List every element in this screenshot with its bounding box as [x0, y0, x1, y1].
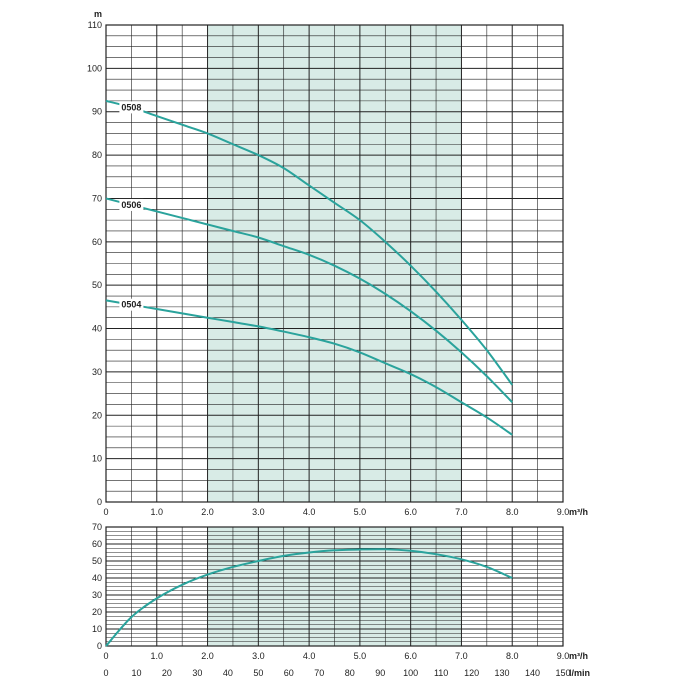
x-tick-label: 5.0	[354, 507, 367, 517]
x2-tick-label: 150	[555, 668, 570, 678]
x2-tick-label: 80	[345, 668, 355, 678]
y-tick-label: 70	[92, 193, 102, 203]
x2-tick-label: 10	[131, 668, 141, 678]
x-tick-label: 3.0	[252, 651, 265, 661]
series-label-bg	[119, 101, 144, 114]
x-axis-unit: m³/h	[569, 651, 588, 661]
x-tick-label: 2.0	[201, 651, 214, 661]
x2-tick-label: 30	[192, 668, 202, 678]
series-label-0506: 0506	[121, 200, 141, 210]
y-tick-label: 90	[92, 107, 102, 117]
x-tick-label: 0	[103, 507, 108, 517]
plot-frame	[105, 526, 564, 647]
x2-tick-label: 90	[375, 668, 385, 678]
x2-axis-unit: l/min	[569, 668, 590, 678]
x-axis-unit: m³/h	[569, 507, 588, 517]
y-axis-unit: m	[94, 9, 102, 19]
x-tick-label: 8.0	[506, 651, 519, 661]
y-tick-label: 10	[92, 454, 102, 464]
y-tick-label: 20	[92, 607, 102, 617]
x-tick-label: 4.0	[303, 651, 316, 661]
x2-tick-label: 0	[103, 668, 108, 678]
x-tick-label: 5.0	[354, 651, 367, 661]
x-tick-label: 0	[103, 651, 108, 661]
x-tick-label: 9.0	[557, 507, 570, 517]
x2-tick-label: 20	[162, 668, 172, 678]
x-tick-label: 6.0	[404, 507, 417, 517]
y-tick-label: 100	[87, 63, 102, 73]
x-tick-label: 9.0	[557, 651, 570, 661]
y-tick-label: 30	[92, 367, 102, 377]
y-tick-label: 60	[92, 237, 102, 247]
x-tick-label: 2.0	[201, 507, 214, 517]
series-line-0508	[105, 99, 514, 386]
series-label-bg	[119, 298, 144, 311]
x2-tick-label: 140	[525, 668, 540, 678]
x-tick-label: 7.0	[455, 507, 468, 517]
x2-tick-label: 130	[495, 668, 510, 678]
series-label-bg	[119, 198, 144, 211]
y-tick-label: 40	[92, 324, 102, 334]
y-tick-label: 10	[92, 624, 102, 634]
chart-panel-2: 0 10 20 30 40 50 60 70 0 1.0 2.0 3.0 4.0 5.0 6.0 7.0 8.0…	[92, 522, 590, 678]
x2-tick-label: 40	[223, 668, 233, 678]
y-tick-label: 60	[92, 539, 102, 549]
x-tick-label: 1.0	[151, 651, 164, 661]
y-tick-label: 20	[92, 410, 102, 420]
y-tick-label: 40	[92, 573, 102, 583]
y-tick-label: 30	[92, 590, 102, 600]
x-tick-label: 1.0	[151, 507, 164, 517]
y-tick-label: 70	[92, 522, 102, 532]
y-tick-label: 80	[92, 150, 102, 160]
chart-panel-1: 0 10 20 30 40 50 60 70 80 90 100 110 0 1.0 2.0 3.0 4.0 5.…	[87, 9, 588, 517]
x-tick-label: 8.0	[506, 507, 519, 517]
x-tick-label: 4.0	[303, 507, 316, 517]
x-tick-label: 7.0	[455, 651, 468, 661]
x2-tick-label: 50	[253, 668, 263, 678]
x-tick-label: 3.0	[252, 507, 265, 517]
x2-tick-label: 110	[434, 668, 448, 678]
plot-frame	[105, 24, 564, 503]
series-line-0506	[105, 197, 513, 403]
x2-tick-label: 60	[284, 668, 294, 678]
y-tick-label: 0	[97, 497, 102, 507]
x2-tick-label: 70	[314, 668, 324, 678]
x-tick-label: 6.0	[404, 651, 417, 661]
series-line-2-0	[105, 548, 513, 647]
y-tick-label: 50	[92, 556, 102, 566]
y-tick-label: 0	[97, 641, 102, 651]
series-label-0504: 0504	[121, 300, 141, 310]
x2-tick-label: 120	[464, 668, 479, 678]
series-line-0504	[105, 299, 513, 436]
x2-tick-label: 100	[403, 668, 418, 678]
y-tick-label: 110	[88, 20, 102, 30]
y-tick-label: 50	[92, 280, 102, 290]
series-label-0508: 0508	[121, 102, 141, 112]
